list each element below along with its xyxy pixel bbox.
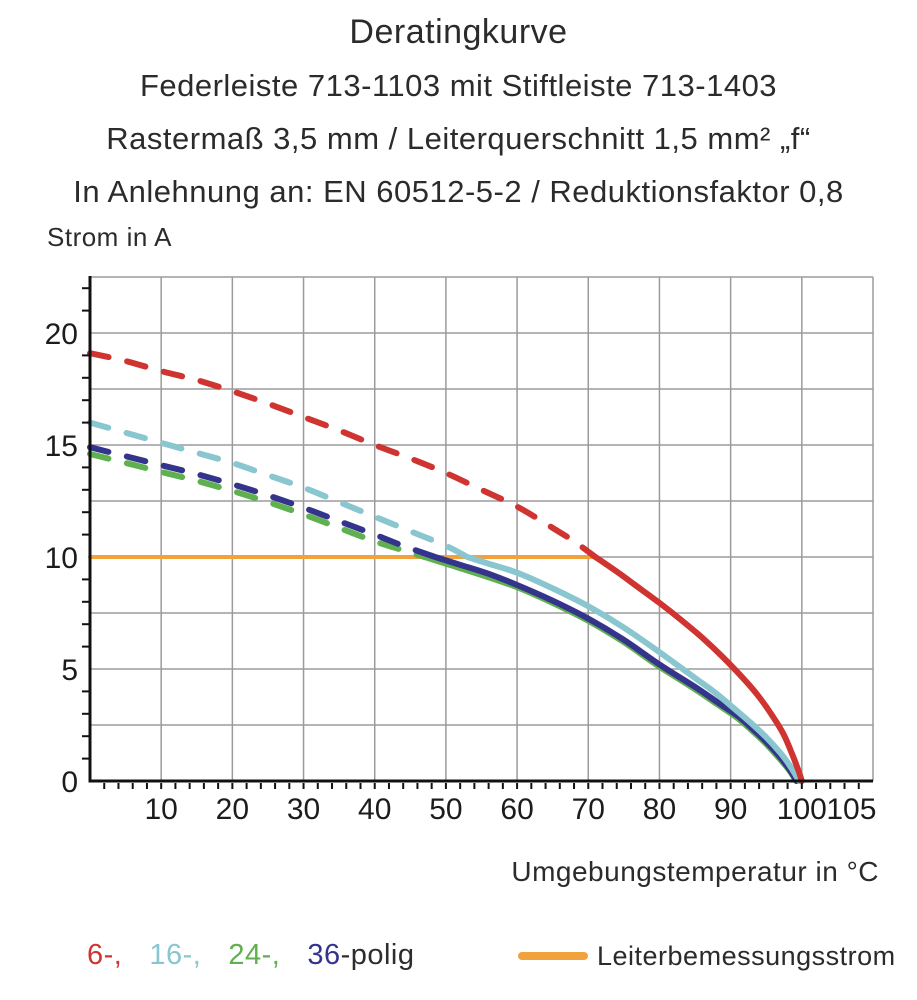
title-block: Deratingkurve Federleiste 713-1103 mit S… [0,6,917,218]
x-tick-label: 40 [358,793,391,826]
legend-entry-6: 6-, [87,939,123,971]
x-tick-label: 105 [826,793,876,826]
x-tick-label: 80 [643,793,676,826]
curve-36-polig-solid [432,554,800,784]
y-tick-label: 20 [45,318,78,351]
chart-subtitle-3: In Anlehnung an: EN 60512-5-2 / Reduktio… [73,174,844,209]
x-tick-label: 50 [429,793,462,826]
curve-6-polig-dashed [87,350,599,560]
y-axis-title: Strom in A [47,222,172,252]
y-tick-label: 5 [61,654,78,687]
x-tick-label: 10 [144,793,177,826]
x-tick-label: 70 [572,793,605,826]
reference-line-swatch [518,952,588,960]
x-tick-label: 60 [500,793,533,826]
y-tick-label: 15 [45,430,78,463]
legend-entry-24: 24-, [228,939,281,971]
legend-entry-16: 16-, [149,939,202,971]
series-legend: 6-, 16-, 24-, 36-polig [87,939,415,972]
chart-subtitle-2: Rastermaß 3,5 mm / Leiterquerschnitt 1,5… [106,121,811,156]
curve-16-polig-dashed [87,419,471,560]
reference-line-label: Leiterbemessungsstrom [597,941,896,971]
x-tick-label: 90 [714,793,747,826]
curve-24-polig-dashed [87,451,428,560]
curve-36-polig-dashed [87,444,439,560]
x-tick-label: 20 [216,793,249,826]
y-tick-label: 10 [45,542,78,575]
curve-6-polig-solid [592,554,805,784]
chart-subtitle-1: Federleiste 713-1103 mit Stiftleiste 713… [139,68,778,103]
chart-title: Deratingkurve [349,13,568,51]
x-axis-title: Umgebungstemperatur in °C [511,856,879,887]
x-tick-label: 30 [287,793,320,826]
legend-entry-36: 36 [307,939,341,971]
curve-16-polig-solid [464,554,802,784]
y-tick-label: 0 [61,766,78,799]
x-tick-label: 100 [777,793,827,826]
legend-entry-polig-suffix: -polig [340,939,415,971]
